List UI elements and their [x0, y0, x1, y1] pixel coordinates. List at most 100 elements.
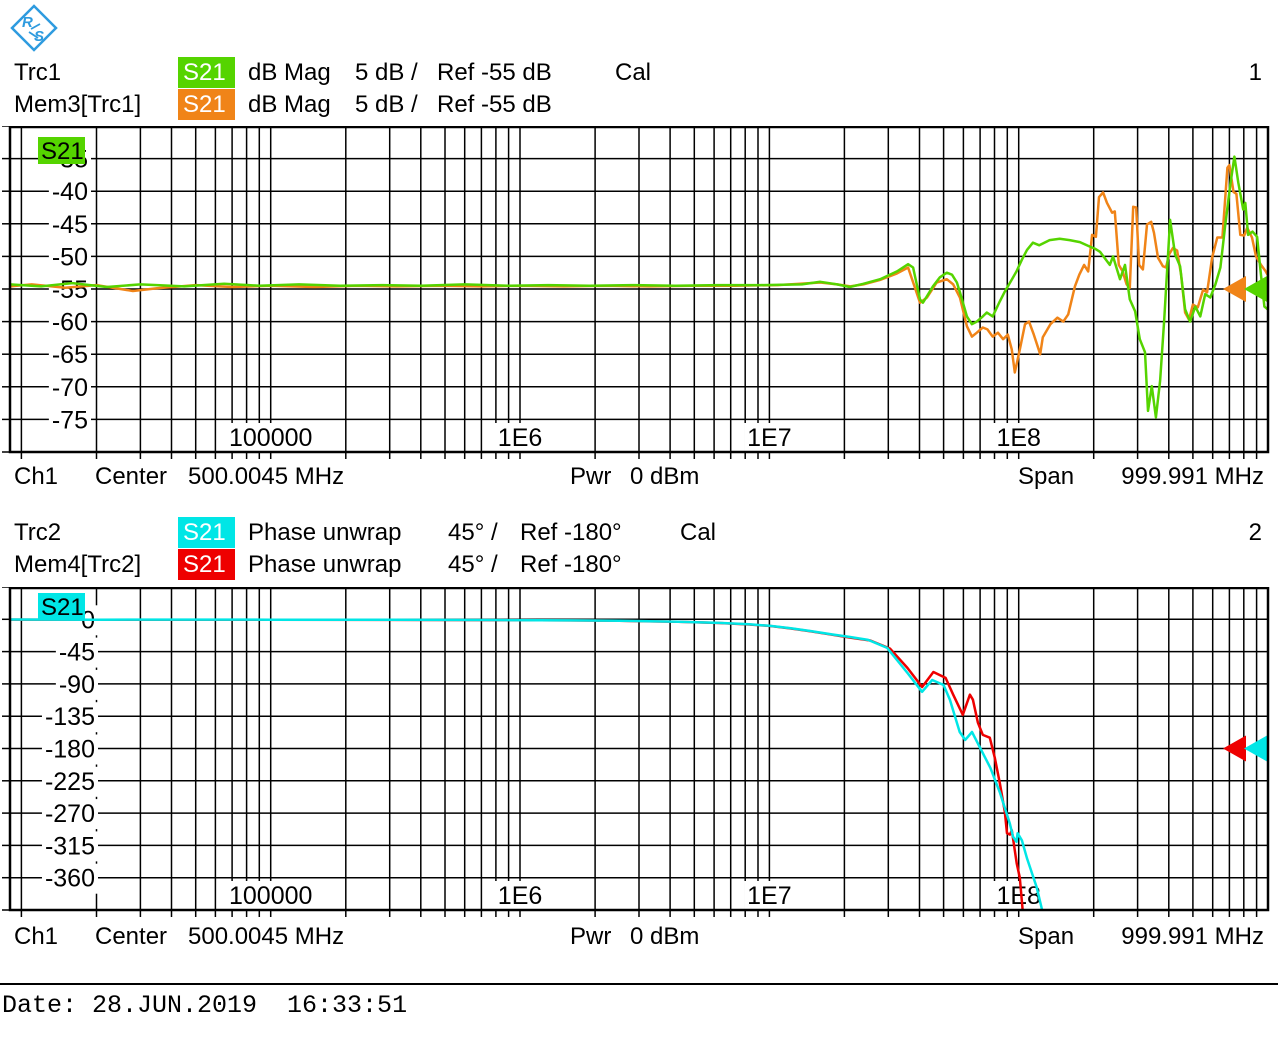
label-mask	[41, 734, 98, 765]
y-axis-label: -45	[59, 639, 95, 667]
diagram-meas-badge-label: S21	[41, 594, 84, 621]
channel-bar-2: Ch1 Center 500.0045 MHz Pwr 0 dBm Span 9…	[0, 923, 1278, 953]
label-mask	[48, 340, 91, 371]
mem3-name[interactable]: Mem3[Trc1]	[14, 91, 142, 118]
date-stamp: Date: 28.JUN.2019 16:33:51	[2, 991, 408, 1020]
channel-label[interactable]: Ch1	[14, 463, 59, 490]
label-mask	[48, 275, 91, 305]
x-axis-label: 1E8	[996, 882, 1040, 910]
center-value[interactable]: 500.0045 MHz	[188, 923, 345, 950]
ref-marker-red[interactable]	[1223, 735, 1246, 762]
y-axis-label: -75	[52, 406, 88, 434]
y-axis-label: -50	[52, 243, 88, 271]
label-mask	[744, 881, 795, 911]
svg-text:S: S	[34, 28, 44, 45]
label-mask	[48, 209, 91, 240]
y-axis-label: -45	[52, 211, 88, 239]
center-value[interactable]: 500.0045 MHz	[188, 463, 345, 490]
ref-marker-green[interactable]	[1244, 276, 1267, 302]
mem3-format[interactable]: dB Mag	[248, 91, 331, 118]
y-axis-label: -65	[52, 341, 88, 369]
label-mask	[48, 372, 91, 403]
trace2-name[interactable]: Trc2	[14, 519, 62, 546]
trace1-meas-badge[interactable]: S21	[178, 57, 235, 88]
footer-divider	[0, 983, 1278, 985]
magnitude-chart[interactable]: -35-40-45-50-55-60-65-70-751000001E61E71…	[0, 126, 1278, 464]
trace1-cal-flag: Cal	[615, 59, 652, 86]
label-mask	[48, 242, 91, 273]
ref-marker-cyan[interactable]	[1244, 735, 1267, 762]
span-value[interactable]: 999.991 MHz	[1121, 923, 1264, 950]
label-mask	[48, 177, 91, 208]
span-label[interactable]: Span	[1018, 923, 1075, 950]
label-mask	[41, 702, 98, 733]
x-axis-label: 1E7	[747, 882, 791, 910]
window2-number: 2	[1248, 519, 1262, 546]
mem4-scale[interactable]: 45° /	[448, 551, 498, 578]
label-mask	[41, 863, 98, 894]
span-label[interactable]: Span	[1018, 463, 1075, 490]
trace-Trc1[interactable]	[10, 155, 1268, 419]
label-mask	[494, 881, 546, 911]
label-mask	[55, 669, 98, 700]
label-mask	[494, 423, 546, 453]
label-mask	[41, 831, 98, 862]
y-axis-label: -135	[45, 703, 95, 731]
svg-text:R: R	[22, 14, 33, 31]
center-label[interactable]: Center	[95, 923, 168, 950]
x-axis-label: 1E7	[747, 424, 791, 452]
label-mask	[226, 881, 316, 911]
mem4-format[interactable]: Phase unwrap	[248, 551, 402, 578]
mem3-meas-badge[interactable]: S21	[178, 89, 235, 120]
trace1-ref[interactable]: Ref -55 dB	[437, 59, 552, 86]
mem4-name[interactable]: Mem4[Trc2]	[14, 551, 142, 578]
label-mask	[226, 423, 316, 453]
mem4-ref[interactable]: Ref -180°	[520, 551, 622, 578]
x-axis-label: 100000	[229, 882, 312, 910]
diagram-meas-badge[interactable]	[38, 137, 85, 164]
y-axis-label: -270	[45, 800, 95, 828]
label-mask	[744, 423, 795, 453]
channel-label[interactable]: Ch1	[14, 923, 59, 950]
ref-marker-orange[interactable]	[1223, 276, 1246, 302]
label-mask	[41, 799, 98, 830]
label-mask	[48, 405, 91, 436]
x-axis-label: 1E6	[498, 882, 542, 910]
y-axis-label: -315	[45, 832, 95, 860]
plot-border	[8, 126, 1270, 454]
mem3-ref[interactable]: Ref -55 dB	[437, 91, 552, 118]
x-axis-label: 100000	[229, 424, 312, 452]
label-mask	[41, 766, 98, 797]
mem3-scale[interactable]: 5 dB /	[355, 91, 418, 118]
span-value[interactable]: 999.991 MHz	[1121, 463, 1264, 490]
grid	[2, 126, 1268, 459]
pwr-value[interactable]: 0 dBm	[630, 463, 700, 490]
trace1-format[interactable]: dB Mag	[248, 59, 331, 86]
y-axis-label: -180	[45, 736, 95, 764]
trace-Mem4[Trc2][interactable]	[10, 618, 1024, 913]
trace2-meas-badge[interactable]: S21	[178, 517, 235, 548]
trace1-name[interactable]: Trc1	[14, 59, 62, 86]
trace2-ref[interactable]: Ref -180°	[520, 519, 622, 546]
pwr-value[interactable]: 0 dBm	[630, 923, 700, 950]
mem4-meas-badge[interactable]: S21	[178, 549, 235, 580]
label-mask	[48, 307, 91, 338]
x-axis-label: 1E8	[996, 424, 1040, 452]
label-mask	[993, 423, 1044, 453]
pwr-label[interactable]: Pwr	[570, 463, 612, 490]
trace1-scale[interactable]: 5 dB /	[355, 59, 418, 86]
pwr-label[interactable]: Pwr	[570, 923, 612, 950]
trace-Trc2[interactable]	[10, 618, 1044, 913]
y-axis-label: -225	[45, 768, 95, 796]
trace2-scale[interactable]: 45° /	[448, 519, 498, 546]
y-axis-label: -90	[59, 671, 95, 699]
y-axis-label: -55	[52, 276, 88, 304]
y-axis-label: -70	[52, 374, 88, 402]
center-label[interactable]: Center	[95, 463, 168, 490]
channel-bar-1: Ch1 Center 500.0045 MHz Pwr 0 dBm Span 9…	[0, 463, 1278, 493]
trace2-format[interactable]: Phase unwrap	[248, 519, 402, 546]
grid	[2, 587, 1268, 917]
diagram-meas-badge[interactable]	[38, 593, 85, 620]
